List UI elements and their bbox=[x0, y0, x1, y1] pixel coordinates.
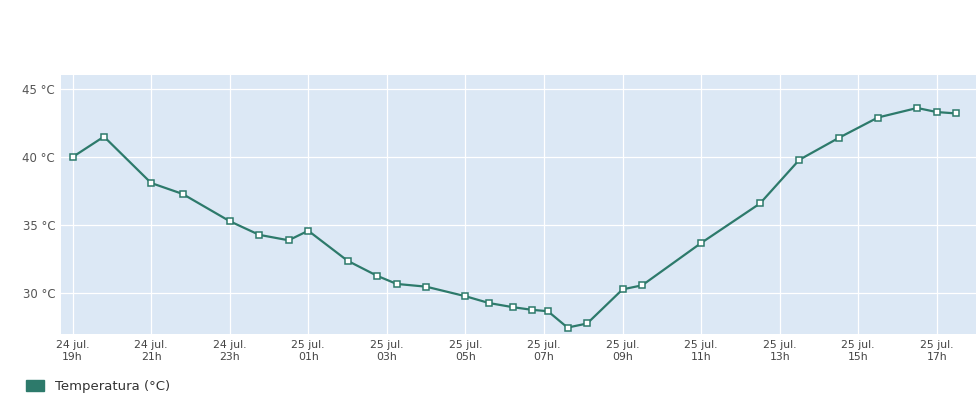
Text: Huelva, Ronda Este. Temperatura (°C): Huelva, Ronda Este. Temperatura (°C) bbox=[24, 37, 378, 55]
Legend: Temperatura (°C): Temperatura (°C) bbox=[21, 375, 175, 398]
